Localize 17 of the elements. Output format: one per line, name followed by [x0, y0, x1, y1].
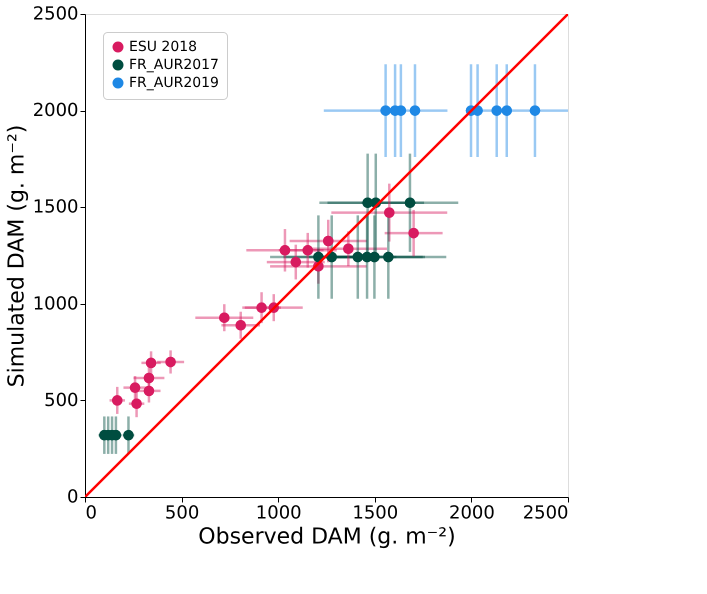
- y-tick-label: 1000: [32, 293, 78, 314]
- x-tick-label: 1000: [256, 502, 302, 524]
- y-tick-label: 2000: [32, 100, 78, 122]
- y-tick-label: 0: [67, 486, 78, 508]
- y-tick-label: 1500: [32, 196, 78, 218]
- x-axis-title: Observed DAM (g. m⁻²): [198, 524, 456, 550]
- legend-label: ESU 2018: [129, 39, 198, 55]
- y-tick-label: 2500: [32, 4, 78, 24]
- y-tick-label: 500: [44, 390, 78, 411]
- legend-label: FR_AUR2017: [129, 57, 219, 73]
- x-tick-label: 0: [86, 502, 97, 524]
- x-tick-label: 1500: [352, 502, 398, 524]
- y-axis-title: Simulated DAM (g. m⁻²): [4, 124, 30, 388]
- legend-label: FR_AUR2019: [129, 75, 219, 91]
- x-tick-label: 500: [164, 502, 200, 524]
- x-tick-label: 2000: [448, 502, 495, 524]
- x-tick-label: 2500: [522, 502, 568, 524]
